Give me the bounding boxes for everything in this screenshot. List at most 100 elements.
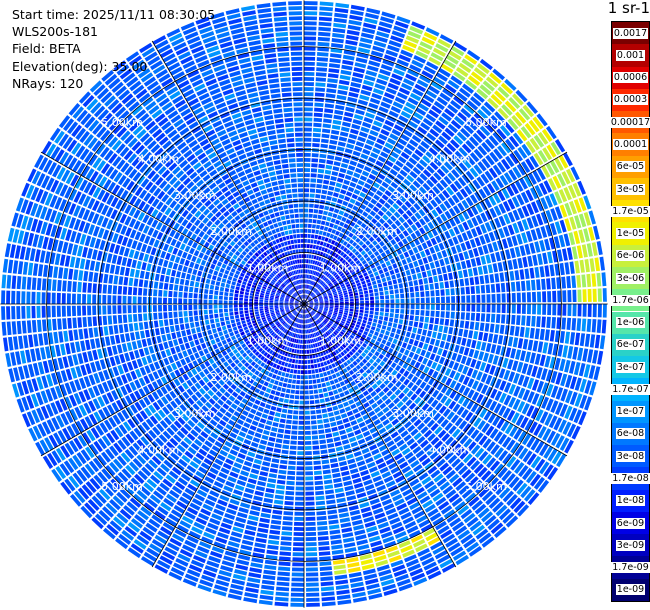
range-gate-cell [305, 289, 307, 294]
range-gate-cell [186, 379, 193, 387]
range-gate-cell [429, 338, 436, 345]
range-gate-cell [396, 173, 405, 181]
range-gate-cell [469, 277, 475, 286]
range-gate-cell [234, 569, 248, 576]
range-gate-cell [429, 317, 435, 324]
range-gate-cell [381, 339, 387, 345]
range-gate-cell [342, 368, 348, 374]
range-gate-cell [406, 497, 418, 506]
range-gate-cell [75, 420, 85, 433]
range-gate-cell [320, 362, 325, 367]
range-gate-cell [322, 123, 332, 129]
range-gate-cell [484, 363, 491, 374]
range-gate-cell [317, 336, 321, 341]
range-gate-cell [358, 240, 364, 246]
range-gate-cell [295, 328, 298, 333]
range-gate-cell [384, 290, 389, 295]
range-gate-cell [447, 79, 460, 90]
range-gate-cell [323, 392, 329, 398]
range-gate-cell [519, 245, 526, 256]
range-gate-cell [306, 274, 309, 279]
range-gate-cell [432, 370, 439, 379]
range-gate-cell [343, 444, 351, 450]
range-gate-cell [309, 285, 312, 290]
range-gate-cell [499, 392, 507, 404]
range-gate-cell [230, 362, 236, 368]
range-gate-cell [315, 409, 322, 414]
range-gate-cell [308, 254, 312, 259]
range-gate-cell [363, 348, 369, 354]
range-gate-cell [312, 275, 315, 280]
range-gate-cell [563, 187, 572, 201]
range-gate-cell [329, 207, 335, 212]
range-gate-cell [110, 429, 120, 441]
range-gate-cell [359, 94, 370, 101]
range-gate-cell [526, 217, 534, 229]
range-gate-cell [353, 337, 359, 342]
range-gate-cell [318, 310, 322, 313]
range-gate-cell [415, 309, 420, 316]
range-gate-cell [329, 275, 334, 280]
range-gate-cell [331, 263, 336, 268]
range-gate-cell [243, 346, 249, 352]
range-gate-cell [438, 242, 445, 251]
range-gate-cell [331, 544, 343, 550]
range-gate-cell [399, 484, 410, 492]
range-gate-cell [355, 364, 362, 370]
range-gate-cell [329, 262, 333, 267]
range-gate-cell [487, 518, 500, 531]
range-gate-cell [116, 512, 129, 524]
range-gate-cell [577, 180, 586, 195]
range-gate-cell [475, 405, 484, 416]
range-gate-cell [530, 407, 540, 420]
range-gate-cell [344, 306, 349, 309]
range-gate-cell [328, 519, 339, 525]
range-gate-cell [429, 283, 434, 290]
range-gate-cell [587, 304, 592, 317]
range-gate-cell [410, 428, 419, 437]
range-gate-cell [259, 401, 266, 408]
range-gate-cell [136, 454, 147, 465]
range-gate-cell [207, 410, 215, 418]
range-gate-cell [273, 326, 278, 331]
range-gate-cell [347, 345, 353, 350]
range-gate-cell [517, 504, 530, 517]
range-gate-cell [322, 387, 328, 393]
range-gate-cell [324, 306, 329, 308]
range-gate-cell [445, 288, 450, 296]
range-gate-cell [320, 346, 325, 351]
range-gate-cell [517, 430, 527, 443]
range-gate-cell [458, 484, 470, 495]
range-gate-cell [311, 349, 315, 354]
range-gate-cell [278, 469, 287, 475]
range-gate-cell [292, 338, 295, 343]
range-gate-cell [149, 494, 161, 504]
range-gate-cell [252, 437, 260, 443]
range-gate-cell [361, 352, 367, 358]
range-gate-cell [106, 392, 115, 403]
range-gate-cell [299, 410, 304, 415]
range-gate-cell [377, 210, 385, 217]
range-gate-cell [384, 271, 390, 277]
range-gate-cell [350, 301, 354, 304]
range-gate-cell [219, 419, 227, 427]
range-gate-cell [375, 387, 382, 394]
range-gate-cell [266, 549, 278, 555]
range-gate-cell [258, 422, 265, 429]
range-gate-cell [412, 246, 419, 254]
range-gate-cell [554, 139, 566, 153]
range-gate-cell [410, 224, 418, 232]
range-gate-cell [567, 346, 574, 359]
range-gate-cell [330, 218, 336, 223]
range-gate-cell [368, 222, 374, 228]
range-gate-cell [376, 423, 384, 430]
range-gate-cell [393, 25, 407, 34]
range-gate-cell [310, 364, 315, 369]
range-gate-cell [156, 388, 164, 398]
range-gate-cell [333, 17, 347, 24]
range-gate-cell [294, 516, 304, 521]
range-gate-cell [190, 442, 200, 451]
range-gate-cell [334, 296, 339, 299]
range-gate-cell [187, 483, 198, 492]
range-gate-cell [387, 322, 393, 327]
